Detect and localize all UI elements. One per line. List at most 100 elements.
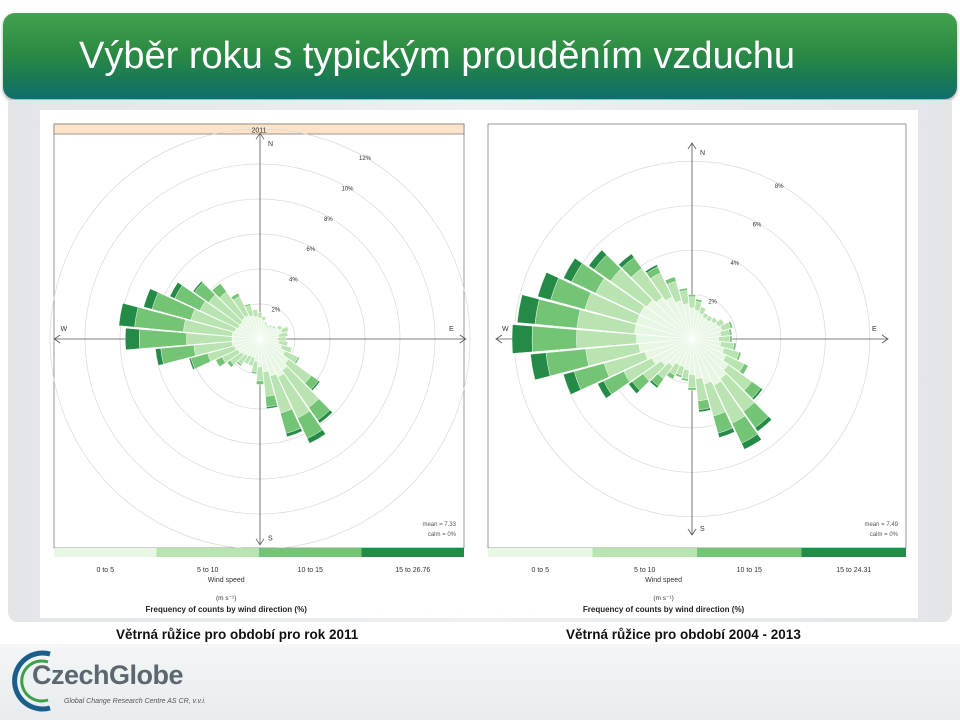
wedge-180-2 (687, 374, 697, 389)
wedge-220-4 (649, 379, 659, 389)
wedge-130-4 (310, 380, 321, 391)
wedge-160-4 (717, 427, 735, 438)
wedge-70-3 (728, 321, 733, 329)
wedge-270-4 (511, 324, 533, 354)
wedge-350-2 (252, 309, 259, 318)
radial-tick-label: 10% (342, 186, 355, 192)
wedge-190-3 (250, 370, 258, 375)
radial-tick-label: 6% (753, 223, 762, 229)
wedge-250-4 (563, 371, 582, 395)
wedge-20-2 (263, 321, 268, 325)
axis-xlabel: Frequency of counts by wind direction (%… (146, 605, 308, 614)
wedge-30-2 (265, 324, 270, 328)
axis-arrow (495, 334, 503, 344)
wedge-270-3 (531, 325, 578, 353)
figure-area: 2011 N E S W 2% 4% 6% 8% 10% 12% mean = 7.33 calm = … (40, 110, 918, 618)
legend-swatch-4 (361, 548, 464, 557)
axis-arrow (255, 132, 265, 140)
legend-label-4: 15 to 24.31 (836, 567, 871, 574)
wedge-300-4 (169, 282, 183, 299)
wedge-50-2 (272, 325, 276, 330)
wind-rose-panel-2 (487, 123, 907, 557)
direction-label-s: S (700, 526, 705, 533)
caption-right: Větrná růžice pro období 2004 - 2013 (566, 627, 801, 642)
wedge-70-2 (280, 326, 289, 334)
direction-label-e: E (872, 326, 877, 333)
axis-arrow (53, 334, 61, 344)
stat-mean: mean = 7.33 (422, 522, 456, 528)
axis-arrow (687, 142, 697, 150)
wedge-80-2 (278, 331, 289, 338)
page-title: Výběr roku s typickým prouděním vzduchu (79, 35, 795, 77)
wedge-290-4 (143, 288, 159, 310)
wedge-60-2 (715, 318, 725, 327)
czechglobe-logo-icon (12, 650, 51, 712)
wedge-230-4 (628, 381, 641, 394)
wedge-180-3 (687, 387, 697, 391)
wedge-140-4 (754, 416, 772, 432)
wedge-80-3 (728, 328, 733, 336)
wedge-120-3 (739, 363, 749, 375)
radial-tick-label: 2% (708, 300, 717, 306)
wedge-100-2 (278, 340, 289, 347)
wedge-10-2 (261, 316, 266, 321)
wedge-90-3 (729, 335, 733, 343)
wedge-310-4 (588, 249, 607, 270)
legend-label-1: 0 to 5 (531, 567, 549, 574)
stat-calm: calm = 0% (428, 532, 457, 538)
wedge-280-4 (517, 294, 540, 325)
wedge-270-4 (125, 327, 140, 351)
wedge-280-4 (118, 303, 139, 328)
wedge-110-3 (736, 351, 742, 361)
legend-swatch-3 (259, 548, 362, 557)
radial-tick-label: 4% (730, 261, 739, 267)
wedge-180-2 (256, 366, 264, 382)
wedge-100-3 (732, 342, 737, 351)
wedge-170-4 (698, 407, 711, 413)
wedge-320-3 (211, 283, 227, 299)
direction-label-w: W (502, 326, 509, 333)
wedge-250-4 (188, 357, 196, 370)
wedge-0-3 (688, 294, 696, 298)
legend-swatch-2 (156, 548, 259, 557)
wedge-110-2 (280, 344, 293, 354)
wedge-330-3 (230, 292, 240, 301)
legend-swatch-1 (488, 548, 593, 557)
czechglobe-logo-text: CzechGlobe (32, 660, 184, 690)
legend-label-3: 10 to 15 (298, 567, 323, 574)
wedge-90-2 (718, 335, 730, 343)
wedge-90-2 (277, 336, 287, 342)
wedge-40-2 (268, 324, 273, 329)
wedge-340-3 (244, 303, 251, 308)
wedge-330-4 (645, 264, 658, 274)
axis-arrow (255, 538, 265, 546)
radial-tick-label: 6% (307, 247, 316, 253)
legend-unit: (m s⁻¹) (216, 595, 236, 602)
legend-title: Wind speed (208, 577, 245, 584)
stat-calm: calm = 0% (870, 532, 899, 538)
axis-xlabel: Frequency of counts by wind direction (%… (583, 605, 745, 614)
stat-mean: mean = 7.49 (864, 522, 898, 528)
wedge-190-3 (681, 377, 689, 382)
wedge-170-4 (266, 404, 278, 409)
wedge-290-4 (537, 272, 559, 301)
wedge-40-2 (705, 315, 713, 322)
legend-swatch-4 (801, 548, 906, 557)
radial-tick-label: 8% (324, 217, 333, 223)
legend-label-1: 0 to 5 (96, 567, 114, 574)
radial-tick-label: 4% (289, 277, 298, 283)
wedge-0-2 (688, 296, 696, 309)
wedge-60-2 (277, 324, 283, 331)
wedge-150-4 (741, 433, 762, 450)
wedge-230-3 (226, 360, 235, 368)
legend-unit: (m s⁻¹) (653, 595, 673, 602)
legend-swatch-2 (592, 548, 697, 557)
wedge-340-3 (664, 276, 677, 285)
wedge-150-4 (307, 429, 326, 444)
wedge-210-3 (666, 371, 676, 380)
wedge-200-2 (248, 356, 256, 367)
legend-title: Wind speed (645, 577, 682, 584)
title-banner: Výběr roku s typickým prouděním vzduchu (3, 13, 957, 99)
caption-left: Větrná růžice pro období pro rok 2011 (116, 627, 359, 642)
direction-label-e: E (449, 326, 454, 333)
